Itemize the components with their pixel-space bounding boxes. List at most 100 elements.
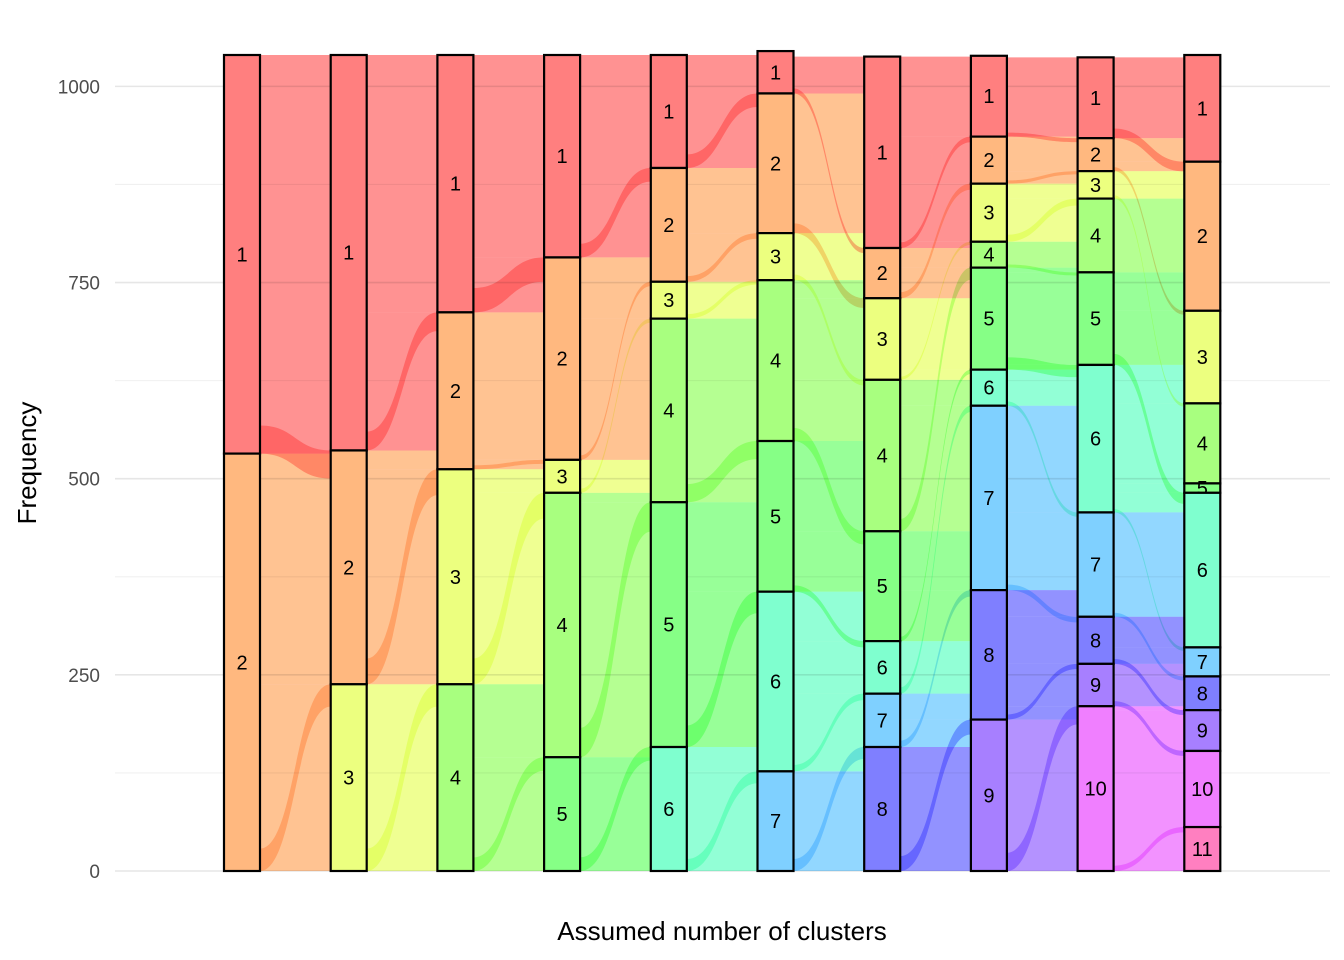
alluvial-flow bbox=[1113, 57, 1185, 139]
alluvial-flow bbox=[1006, 57, 1078, 137]
stratum bbox=[756, 770, 795, 873]
alluvial-flow bbox=[1006, 171, 1078, 184]
stratum bbox=[969, 404, 1009, 592]
alluvial-flow bbox=[1006, 663, 1078, 707]
stratum bbox=[756, 439, 795, 593]
alluvial-flow bbox=[580, 492, 651, 503]
stratum-label: 1 bbox=[1197, 98, 1208, 120]
stratum-label: 3 bbox=[557, 466, 568, 488]
alluvial-flow bbox=[686, 747, 758, 772]
stratum bbox=[1183, 675, 1222, 712]
stratum bbox=[1076, 170, 1115, 200]
stratum bbox=[756, 232, 795, 282]
alluvial-flow bbox=[900, 136, 971, 249]
alluvial-flow bbox=[793, 641, 865, 694]
stratum-label: 4 bbox=[877, 446, 888, 468]
alluvial-flow bbox=[900, 590, 971, 642]
alluvial-flow bbox=[1113, 198, 1185, 273]
alluvial-flow bbox=[1006, 138, 1078, 172]
alluvial-flow bbox=[900, 405, 971, 694]
alluvial-flow bbox=[1113, 508, 1185, 651]
stratum-label: 2 bbox=[663, 215, 674, 237]
stratum bbox=[1183, 491, 1222, 649]
stratum-label: 3 bbox=[877, 329, 888, 351]
alluvial-flow bbox=[580, 257, 651, 282]
alluvial-flow bbox=[900, 298, 971, 370]
alluvial-flow bbox=[793, 771, 865, 871]
stratum bbox=[969, 718, 1009, 873]
alluvial-flow bbox=[686, 591, 758, 748]
alluvial-flow bbox=[686, 318, 758, 442]
alluvial-flow bbox=[1006, 706, 1078, 871]
stratum-label: 5 bbox=[770, 506, 781, 528]
alluvial-flow bbox=[580, 502, 651, 758]
stratum-label: 5 bbox=[557, 804, 568, 826]
alluvial-flow bbox=[473, 55, 545, 258]
alluvial-flow bbox=[260, 453, 331, 685]
stratum-label: 4 bbox=[450, 768, 461, 790]
alluvial-flow bbox=[793, 427, 865, 545]
stratum-label: 9 bbox=[983, 785, 994, 807]
stratum-label: 10 bbox=[1191, 779, 1213, 801]
stratum-label: 4 bbox=[557, 615, 568, 637]
stratum-label: 4 bbox=[1090, 225, 1101, 247]
stratum-label: 3 bbox=[1090, 175, 1101, 197]
stratum bbox=[1076, 705, 1115, 873]
stratum-label: 1 bbox=[557, 146, 568, 168]
stratum bbox=[1076, 56, 1115, 140]
alluvial-flow bbox=[900, 369, 971, 380]
stratum-label: 3 bbox=[663, 290, 674, 312]
stratum bbox=[542, 53, 582, 259]
stratum bbox=[222, 53, 262, 455]
alluvial-flow bbox=[366, 450, 438, 470]
stratum-label: 2 bbox=[877, 263, 888, 285]
stratum bbox=[756, 590, 795, 773]
stratum bbox=[969, 589, 1009, 721]
alluvial-flow bbox=[793, 585, 865, 648]
alluvial-flow bbox=[473, 492, 545, 685]
stratum bbox=[863, 745, 902, 873]
stratum bbox=[329, 683, 368, 873]
alluvial-flow bbox=[793, 223, 865, 309]
stratum bbox=[542, 756, 582, 873]
stratum-label: 1 bbox=[450, 174, 461, 196]
stratum-label: 7 bbox=[1090, 555, 1101, 577]
y-tick-label: 500 bbox=[68, 470, 100, 491]
alluvial-flow bbox=[900, 719, 971, 871]
alluvial-flow bbox=[473, 757, 545, 871]
alluvial-flow bbox=[1006, 264, 1078, 276]
alluvial-flow bbox=[580, 318, 651, 493]
alluvial-flow bbox=[580, 747, 651, 758]
stratum bbox=[863, 692, 902, 749]
alluvial-flow bbox=[793, 88, 865, 254]
stratum-label: 3 bbox=[1197, 347, 1208, 369]
stratum bbox=[1183, 53, 1222, 163]
alluvial-flow bbox=[1113, 353, 1185, 504]
stratum bbox=[1183, 709, 1222, 753]
stratum-label: 6 bbox=[1197, 560, 1208, 582]
stratum-label: 4 bbox=[983, 245, 994, 267]
stratum-label: 8 bbox=[1197, 683, 1208, 705]
y-axis-ticks: 0 250 500 750 1000 bbox=[58, 77, 100, 883]
stratum-label: 1 bbox=[770, 62, 781, 84]
alluvial-flow bbox=[1006, 183, 1078, 199]
alluvial-flow bbox=[793, 56, 865, 94]
stratum-label: 1 bbox=[983, 86, 994, 108]
alluvial-flow bbox=[260, 425, 331, 479]
alluvial-flow bbox=[1113, 310, 1185, 365]
alluvial-flow bbox=[686, 167, 758, 234]
alluvial-flow bbox=[580, 55, 651, 168]
alluvial-flow bbox=[366, 312, 438, 451]
alluvial-flow bbox=[1113, 676, 1185, 707]
alluvial-flow bbox=[580, 747, 651, 871]
stratum bbox=[329, 53, 368, 452]
stratum-label: 5 bbox=[663, 615, 674, 637]
alluvial-flow bbox=[1006, 512, 1078, 591]
stratum-label: 6 bbox=[1090, 429, 1101, 451]
alluvial-flow bbox=[366, 469, 438, 685]
stratum-label: 6 bbox=[877, 657, 888, 679]
y-tick-label: 250 bbox=[68, 666, 100, 687]
stratum bbox=[1183, 309, 1222, 405]
alluvial-flow bbox=[1113, 658, 1185, 716]
alluvial-flow bbox=[1113, 647, 1185, 664]
